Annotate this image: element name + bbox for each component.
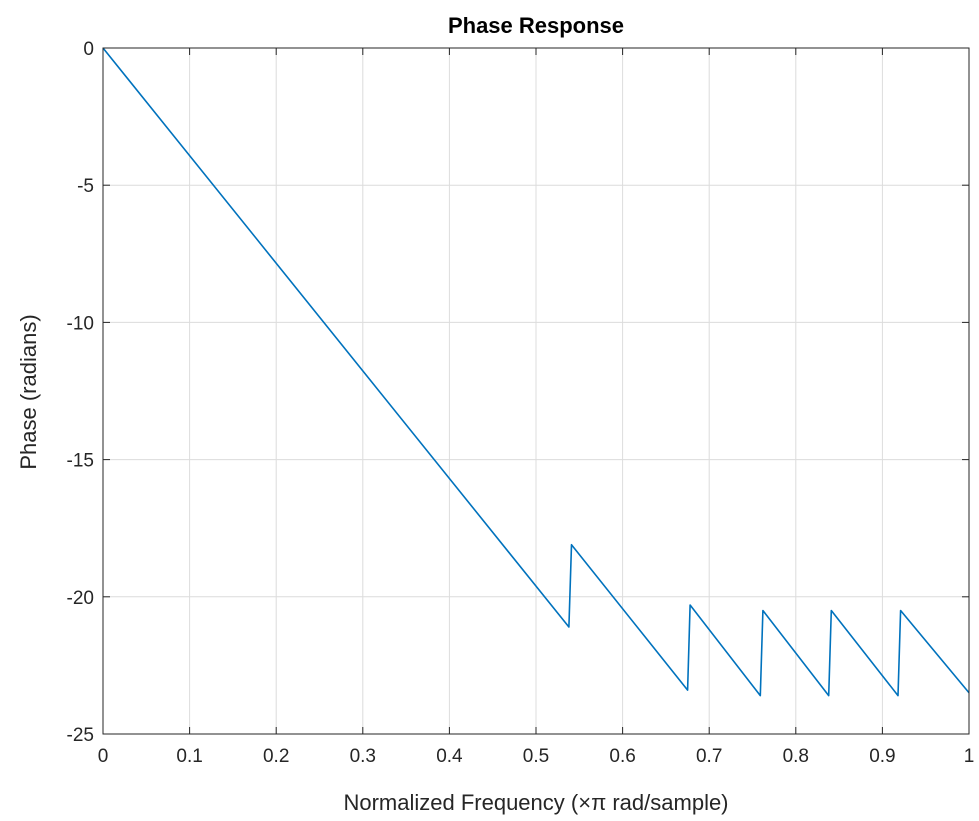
y-tick-label: -25 — [67, 725, 94, 746]
x-tick-label: 0.7 — [696, 746, 722, 767]
phase-series-line — [102, 47, 970, 697]
x-tick-label: 0.4 — [436, 746, 463, 767]
x-tick-labels: 0 0.1 0.2 0.3 0.4 0.5 0.6 0.7 0.8 0.9 1 — [98, 746, 975, 767]
y-tick-label: 0 — [83, 39, 94, 60]
grid — [102, 47, 970, 735]
y-tick-label: -10 — [67, 313, 94, 334]
x-tick-label: 1 — [964, 746, 975, 767]
y-tick-label: -20 — [67, 588, 94, 609]
y-axis-label: Phase (radians) — [16, 314, 41, 469]
y-tick-label: -15 — [67, 451, 94, 472]
y-tick-label: -5 — [77, 176, 94, 197]
x-axis-label: Normalized Frequency (×π rad/sample) — [343, 790, 728, 815]
x-tick-label: 0.2 — [263, 746, 289, 767]
x-tick-label: 0.5 — [523, 746, 549, 767]
series-layer — [102, 47, 970, 697]
x-tick-label: 0.9 — [869, 746, 895, 767]
x-tick-label: 0.1 — [176, 746, 202, 767]
x-tick-label: 0.8 — [783, 746, 809, 767]
x-tick-label: 0.6 — [609, 746, 635, 767]
x-tick-label: 0.3 — [350, 746, 376, 767]
y-tick-labels: 0 -5 -10 -15 -20 -25 — [67, 39, 94, 746]
chart-title: Phase Response — [448, 13, 624, 38]
ticks — [102, 47, 970, 735]
x-tick-label: 0 — [98, 746, 109, 767]
